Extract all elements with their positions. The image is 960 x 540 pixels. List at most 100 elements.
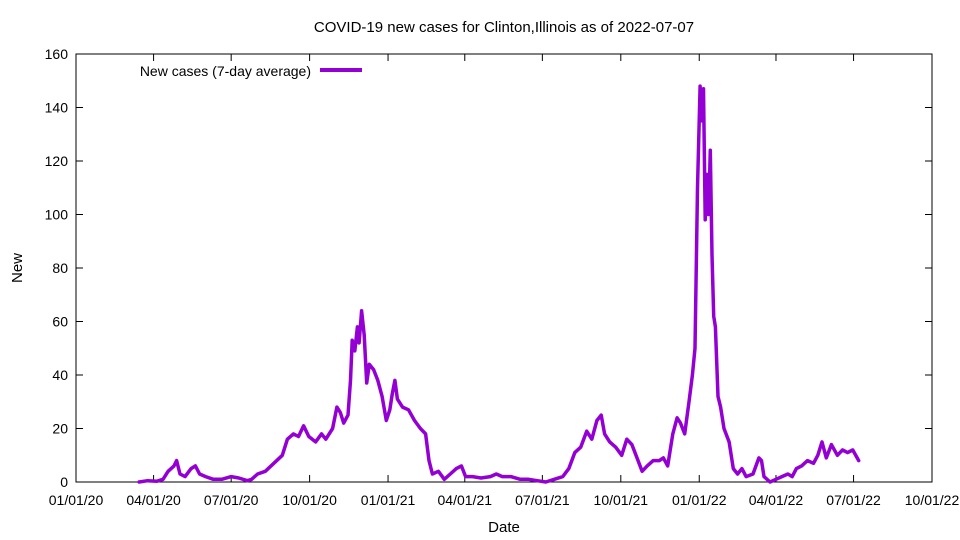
data-point (354, 350, 356, 352)
x-tick-label: 01/01/22 (672, 492, 727, 508)
data-point (736, 473, 739, 475)
x-tick-label: 07/01/20 (204, 492, 259, 508)
data-point (495, 473, 498, 475)
data-point (562, 475, 564, 478)
y-tick-label: 60 (52, 314, 68, 330)
data-point (230, 475, 232, 478)
data-point (250, 478, 253, 481)
data-point (349, 379, 352, 382)
y-tick-label: 100 (45, 207, 69, 223)
data-point (706, 173, 708, 176)
data-point (603, 433, 606, 435)
data-point (728, 441, 730, 443)
data-point (519, 478, 521, 481)
data-point (585, 430, 588, 433)
data-point (428, 459, 430, 462)
x-tick-label: 04/01/21 (438, 492, 493, 508)
data-point (381, 395, 383, 398)
data-point (745, 475, 747, 478)
data-point (717, 395, 719, 398)
data-point (652, 459, 654, 462)
data-point (787, 473, 789, 475)
data-point (658, 459, 660, 462)
data-point (707, 213, 710, 216)
data-point (431, 473, 434, 475)
data-point (574, 451, 576, 454)
data-point (194, 465, 197, 467)
data-point (741, 467, 743, 470)
data-point (146, 479, 149, 482)
data-point (775, 478, 777, 481)
data-point (758, 457, 760, 459)
data-point (336, 406, 338, 408)
data-point (460, 465, 463, 467)
data-point (696, 187, 699, 189)
data-point (712, 315, 715, 317)
data-point (620, 454, 623, 457)
data-point (204, 475, 207, 478)
data-point (363, 334, 366, 336)
data-point (600, 414, 602, 416)
data-point (292, 433, 295, 435)
data-point (339, 411, 342, 414)
data-point (449, 473, 452, 475)
data-point (175, 459, 178, 462)
plot-frame (75, 53, 933, 483)
data-point (489, 475, 492, 478)
data-point (851, 449, 854, 451)
data-point (156, 480, 158, 483)
x-tick-label: 07/01/21 (515, 492, 570, 508)
data-point (536, 479, 539, 482)
data-point (368, 363, 371, 366)
data-point (795, 467, 798, 470)
data-point (579, 446, 582, 449)
data-point (714, 326, 717, 328)
data-point (377, 379, 379, 382)
data-point (568, 467, 570, 470)
x-tick-label: 10/01/22 (905, 492, 960, 508)
data-point (389, 409, 391, 411)
legend-label-new-cases: New cases (7-day average) (140, 63, 311, 79)
data-point (385, 419, 388, 422)
data-point (752, 473, 754, 475)
data-point (800, 465, 803, 467)
data-point (407, 409, 410, 411)
data-point (760, 459, 763, 462)
data-point (179, 473, 181, 475)
data-point (264, 470, 267, 473)
y-tick-label: 140 (45, 100, 69, 116)
data-point (356, 326, 359, 328)
series-points (138, 85, 860, 483)
data-point (437, 470, 440, 473)
data-point (302, 425, 305, 427)
data-point (325, 438, 327, 441)
data-point (308, 435, 310, 438)
data-point (662, 457, 665, 459)
data-point (424, 433, 427, 435)
data-point (701, 120, 703, 122)
x-tick-label: 07/01/22 (826, 492, 881, 508)
data-point (238, 477, 240, 479)
x-tick-label: 04/01/22 (749, 492, 804, 508)
data-point (699, 85, 701, 87)
data-point (825, 457, 828, 459)
data-point (812, 462, 815, 465)
y-tick-label: 20 (52, 421, 68, 437)
data-point (256, 473, 259, 475)
data-point (138, 481, 140, 483)
data-point (413, 419, 416, 422)
data-point (608, 441, 611, 443)
data-point (591, 438, 593, 441)
data-point (626, 438, 628, 441)
data-point (688, 401, 690, 403)
data-point (246, 479, 249, 482)
data-point (704, 219, 706, 221)
data-point (365, 382, 368, 384)
data-point (694, 347, 696, 350)
data-point (273, 462, 275, 465)
data-point (184, 475, 186, 478)
data-point (464, 475, 467, 478)
data-point (331, 427, 334, 430)
data-point (545, 481, 547, 483)
data-point (190, 467, 192, 470)
